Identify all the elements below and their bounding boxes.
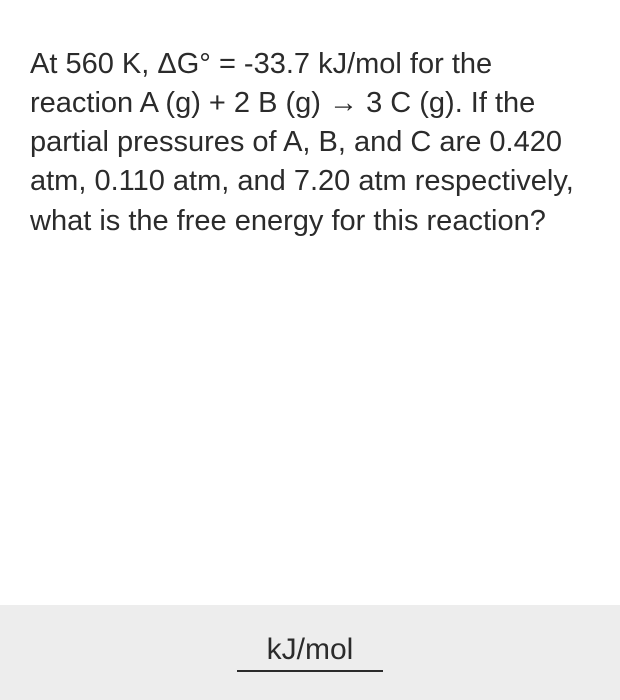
answer-bar: kJ/mol	[0, 605, 620, 700]
question-container: At 560 K, ΔG° = -33.7 kJ/mol for the rea…	[0, 0, 620, 271]
question-text: At 560 K, ΔG° = -33.7 kJ/mol for the rea…	[30, 45, 590, 241]
answer-unit-label: kJ/mol	[237, 633, 384, 672]
answer-input-group: kJ/mol	[237, 633, 384, 672]
